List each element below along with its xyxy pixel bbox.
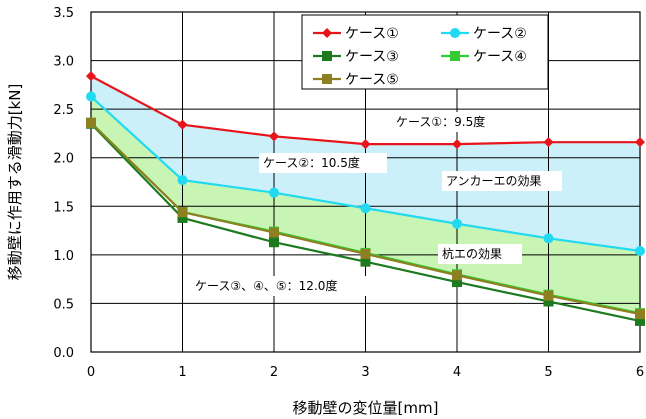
legend-label: ケース④ bbox=[473, 49, 527, 65]
series-1-point bbox=[269, 131, 279, 142]
legend-swatch-marker bbox=[450, 28, 460, 38]
y-tick-label: 1.5 bbox=[53, 200, 74, 215]
series-5 bbox=[86, 117, 645, 320]
series-2-point bbox=[177, 175, 188, 186]
series-2-point bbox=[360, 203, 371, 214]
x-axis-title: 移動壁の変位量[mm] bbox=[293, 399, 439, 417]
annotation-bg bbox=[442, 171, 562, 191]
series-1-point bbox=[543, 137, 554, 148]
series-3-point bbox=[269, 237, 279, 248]
series-2-point bbox=[635, 245, 645, 256]
annotation-bg bbox=[259, 153, 387, 173]
plot-frame bbox=[90, 11, 641, 353]
series-5-point bbox=[269, 227, 279, 238]
series-1-point bbox=[177, 119, 188, 130]
y-tick-label: 0.5 bbox=[53, 297, 74, 312]
series-3-point bbox=[452, 277, 462, 288]
y-tick-label: 3.5 bbox=[53, 6, 74, 21]
legend-label: ケース① bbox=[345, 26, 399, 42]
annotation-label: ケース②：10.5度 bbox=[263, 155, 360, 170]
annotation-bg bbox=[438, 244, 522, 264]
y-tick-label: 3.0 bbox=[53, 55, 74, 70]
series-2 bbox=[86, 91, 645, 256]
x-tick-label: 1 bbox=[178, 365, 186, 380]
series-1 bbox=[86, 71, 645, 150]
legend-label: ケース⑤ bbox=[345, 72, 399, 88]
series-1-point bbox=[452, 139, 462, 150]
legend-swatch-marker bbox=[322, 51, 332, 61]
legend-box bbox=[301, 14, 549, 90]
annotation-label: アンカーエの効果 bbox=[446, 173, 542, 188]
series-3-point bbox=[635, 315, 645, 326]
tick-labels: 0.0 0.5 1.0 1.5 2.0 2.5 3.0 3.5 0 1 2 3 4 5 6 bbox=[53, 6, 644, 380]
legend: ケース① ケース② ケース③ ケース④ ケース⑤ bbox=[301, 14, 549, 90]
legend-swatch-marker bbox=[322, 74, 332, 84]
legend-label: ケース③ bbox=[345, 49, 399, 65]
x-tick-label: 5 bbox=[544, 365, 552, 380]
series-5-point bbox=[177, 207, 188, 218]
legend-item: ケース② bbox=[441, 26, 527, 42]
x-tick-label: 0 bbox=[87, 365, 95, 380]
annotation-label: ケース③、④、⑤：12.0度 bbox=[195, 278, 337, 293]
series-1-point bbox=[635, 137, 645, 148]
y-tick-label: 2.5 bbox=[53, 103, 74, 118]
series-1-point bbox=[360, 139, 371, 150]
series-5-point bbox=[543, 290, 554, 301]
series-3-point bbox=[177, 212, 188, 223]
series-lines bbox=[86, 71, 645, 326]
y-tick-label: 1.0 bbox=[53, 249, 74, 264]
x-tick-label: 4 bbox=[453, 365, 461, 380]
legend-item: ケース④ bbox=[441, 49, 527, 65]
annotation-label: 杭エの効果 bbox=[442, 246, 502, 261]
series-3-point bbox=[360, 256, 371, 267]
legend-label: ケース② bbox=[473, 26, 527, 42]
x-tick-label: 3 bbox=[361, 365, 369, 380]
x-tick-label: 6 bbox=[636, 365, 644, 380]
series-3-point bbox=[543, 296, 554, 307]
series-5-point bbox=[86, 117, 96, 128]
series-1-point bbox=[86, 71, 96, 82]
annotation-bg bbox=[392, 112, 512, 132]
legend-item: ケース⑤ bbox=[313, 72, 399, 88]
x-tick-label: 2 bbox=[270, 365, 278, 380]
legend-swatch-marker bbox=[322, 28, 332, 38]
series-2-point bbox=[543, 233, 554, 244]
annotation-bg bbox=[191, 276, 369, 296]
series-5-point bbox=[452, 270, 462, 281]
y-axis-title: 移動壁に作用する滑動力[kN] bbox=[6, 84, 24, 281]
legend-item: ケース① bbox=[313, 26, 399, 42]
y-tick-label: 0.0 bbox=[53, 346, 74, 361]
series-2-point bbox=[86, 91, 96, 102]
series-2-point bbox=[452, 218, 462, 229]
legend-item: ケース③ bbox=[313, 49, 399, 65]
series-5-point bbox=[635, 309, 645, 320]
annotation-label: ケース①：9.5度 bbox=[396, 114, 485, 129]
annotations: ケース①：9.5度ケース②：10.5度アンカーエの効果杭エの効果ケース③、④、⑤… bbox=[191, 112, 562, 296]
series-2-point bbox=[269, 187, 279, 198]
legend-swatch-marker bbox=[450, 51, 460, 61]
series-5-point bbox=[360, 248, 371, 259]
y-tick-label: 2.0 bbox=[53, 152, 74, 167]
